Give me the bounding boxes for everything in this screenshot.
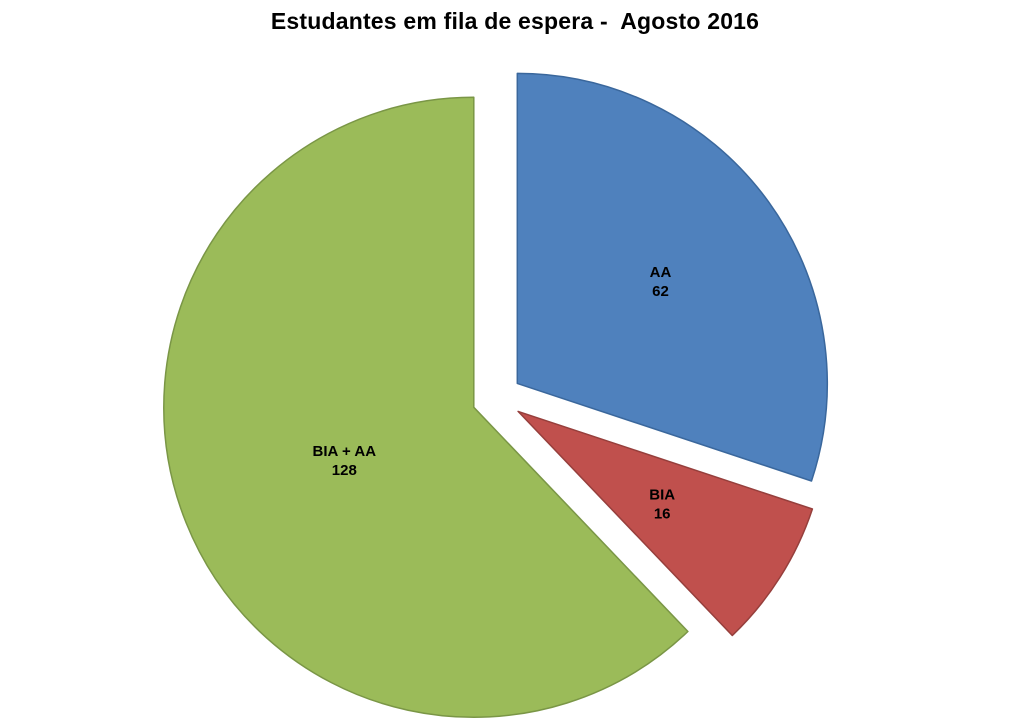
pie-slice-bia-aa bbox=[163, 96, 689, 719]
slice-label-bia-aa: BIA + AA 128 bbox=[313, 443, 377, 479]
slice-label-aa: AA 62 bbox=[650, 264, 672, 300]
pie-slice-aa bbox=[516, 72, 828, 482]
slice-label-bia: BIA 16 bbox=[649, 487, 675, 523]
pie-slice-bia bbox=[517, 410, 814, 637]
chart-title: Estudantes em fila de espera - Agosto 20… bbox=[270, 8, 760, 34]
